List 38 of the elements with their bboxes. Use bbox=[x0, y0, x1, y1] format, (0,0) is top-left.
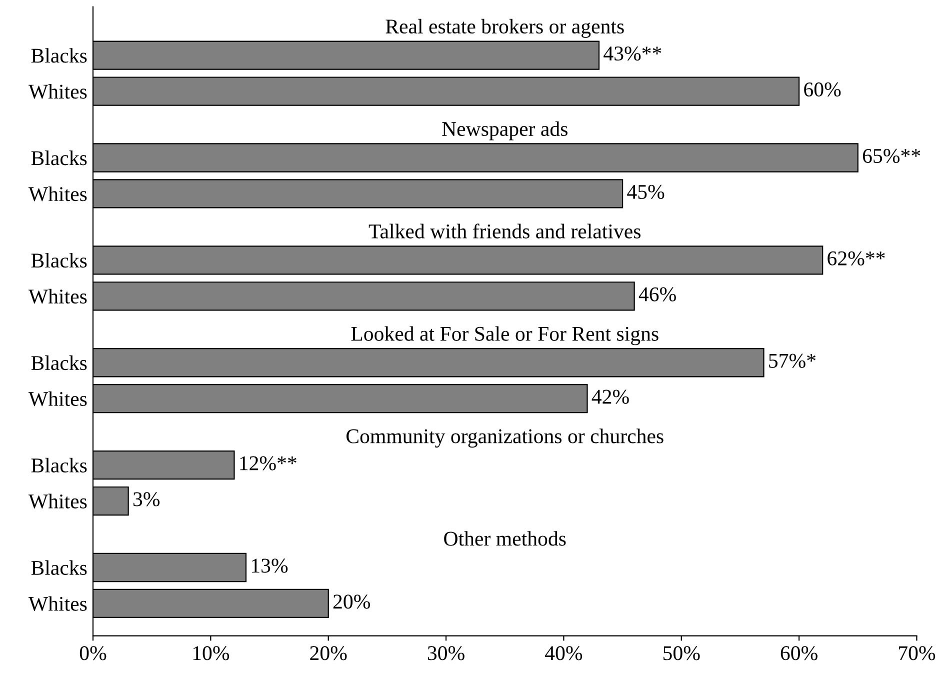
y-tick-label: Whites bbox=[28, 494, 87, 509]
x-tick-label: 40% bbox=[545, 646, 582, 660]
data-label: 43%** bbox=[604, 46, 662, 61]
y-tick-label: Whites bbox=[28, 288, 87, 304]
x-tick-label: 20% bbox=[310, 646, 347, 660]
data-label: 42% bbox=[592, 390, 629, 404]
annotation: Newspaper ads bbox=[442, 121, 568, 140]
y-tick-label: Blacks bbox=[31, 252, 87, 268]
annotation: Community organizations or churches bbox=[346, 428, 664, 448]
y-tick-label: Blacks bbox=[31, 355, 87, 370]
y-tick-label: Blacks bbox=[31, 48, 87, 63]
data-label: 13% bbox=[252, 558, 288, 573]
data-label: 65%** bbox=[862, 148, 920, 164]
x-tick-label: 30% bbox=[428, 646, 464, 660]
y-tick-label: Whites bbox=[28, 596, 87, 611]
annotation: Talked with friends and relatives bbox=[368, 224, 640, 238]
y-tick-label: Whites bbox=[28, 186, 87, 202]
y-tick-label: Whites bbox=[28, 391, 87, 406]
y-tick-label: Blacks bbox=[31, 150, 87, 166]
y-tick-label: Whites bbox=[28, 84, 87, 99]
x-tick-label: 50% bbox=[664, 646, 700, 660]
data-label: 20% bbox=[333, 594, 370, 609]
annotation: Looked at For Sale or For Rent signs bbox=[351, 326, 658, 346]
data-label: 3% bbox=[133, 492, 160, 506]
annotation: Other methods bbox=[444, 531, 566, 546]
data-label: 12%** bbox=[240, 456, 296, 470]
data-label: 46% bbox=[638, 287, 676, 302]
x-tick-label: 10% bbox=[193, 646, 230, 660]
y-tick-label: Blacks bbox=[31, 458, 87, 473]
annotation: Real estate brokers or agents bbox=[386, 18, 624, 38]
x-tick-label: 60% bbox=[780, 646, 818, 660]
y-tick-label: Blacks bbox=[31, 560, 87, 575]
data-label: 62%** bbox=[828, 251, 885, 266]
data-label: 60% bbox=[804, 82, 841, 97]
data-label: 45% bbox=[627, 184, 664, 199]
x-tick-label: 70% bbox=[899, 646, 936, 660]
x-tick-label: 0% bbox=[80, 646, 106, 660]
data-label: 57%* bbox=[769, 354, 816, 368]
